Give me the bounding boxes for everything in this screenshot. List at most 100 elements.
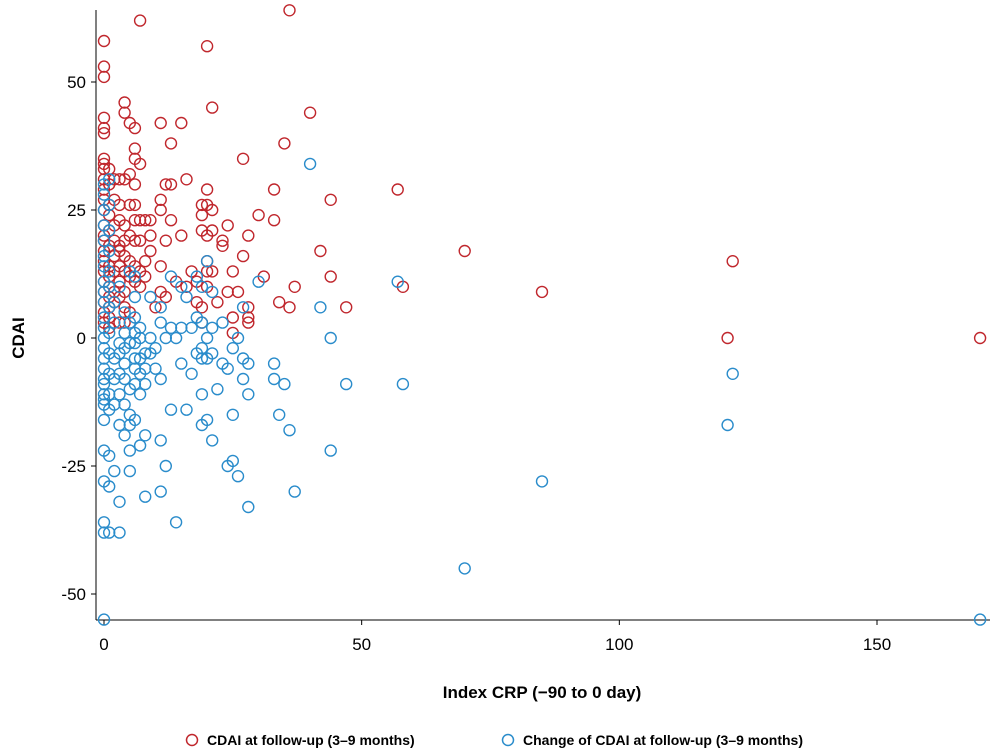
- data-point: [242, 301, 255, 314]
- data-point: [138, 429, 152, 442]
- data-point: [267, 372, 281, 386]
- data-point: [154, 301, 167, 314]
- data-point: [236, 249, 250, 263]
- data-point: [154, 316, 167, 329]
- data-point: [118, 398, 131, 411]
- data-point: [216, 239, 229, 253]
- data-point: [273, 408, 286, 421]
- data-point: [97, 34, 111, 48]
- data-point: [144, 229, 157, 242]
- data-point: [314, 301, 327, 314]
- data-point: [267, 357, 281, 370]
- x-tick-label: 100: [605, 635, 633, 654]
- data-point: [242, 500, 255, 514]
- data-point: [216, 316, 229, 329]
- data-point: [97, 388, 111, 401]
- data-point: [97, 526, 111, 539]
- data-point: [535, 475, 549, 488]
- data-point: [205, 101, 219, 114]
- data-point: [102, 224, 116, 237]
- data-point: [154, 434, 167, 447]
- data-point: [138, 255, 152, 268]
- data-point: [108, 464, 121, 478]
- data-point: [164, 270, 178, 283]
- data-point: [267, 213, 281, 227]
- data-point: [200, 331, 214, 345]
- data-point: [154, 485, 167, 498]
- data-point: [102, 198, 116, 212]
- data-point: [102, 244, 116, 258]
- data-point: [340, 377, 353, 391]
- data-points: [97, 4, 987, 626]
- data-point: [128, 352, 142, 365]
- legend-marker-cdai-followup: [185, 733, 199, 747]
- data-point: [108, 173, 121, 186]
- data-point: [205, 321, 219, 334]
- data-point: [535, 285, 549, 299]
- data-point: [288, 280, 301, 293]
- data-point: [123, 336, 137, 350]
- data-point: [324, 193, 337, 207]
- data-point: [154, 372, 167, 386]
- data-point: [113, 275, 126, 288]
- data-point: [185, 367, 198, 380]
- data-point: [144, 290, 157, 304]
- data-point: [195, 316, 209, 329]
- data-point: [180, 403, 193, 416]
- data-point: [102, 173, 116, 186]
- data-point: [164, 403, 178, 416]
- data-point: [283, 301, 296, 314]
- data-point: [97, 111, 111, 125]
- data-point: [458, 244, 471, 258]
- data-point: [195, 198, 209, 212]
- data-point: [133, 213, 147, 227]
- data-point: [133, 439, 147, 452]
- data-point: [205, 347, 219, 360]
- data-point: [97, 516, 111, 529]
- data-point: [97, 413, 111, 427]
- data-point: [303, 106, 317, 119]
- data-point: [221, 285, 234, 299]
- y-tick-label: 25: [67, 201, 86, 220]
- data-point: [324, 444, 337, 457]
- data-point: [154, 116, 167, 130]
- y-tick-label: -50: [61, 585, 86, 604]
- data-point: [216, 234, 229, 247]
- data-point: [97, 188, 111, 201]
- y-tick-label: -25: [61, 457, 86, 476]
- data-point: [267, 183, 281, 196]
- data-point: [159, 234, 173, 247]
- data-point: [175, 280, 188, 293]
- data-point: [108, 398, 121, 411]
- data-point: [205, 203, 219, 217]
- data-point: [205, 434, 219, 447]
- data-point: [205, 224, 219, 237]
- axes: -50 -25 0 25 50 0 50 100 150: [61, 10, 990, 654]
- data-point: [973, 331, 987, 345]
- data-point: [175, 229, 188, 242]
- data-point: [128, 311, 142, 324]
- data-point: [226, 408, 240, 421]
- data-point: [175, 116, 188, 130]
- y-axis-title: CDAI: [9, 317, 28, 359]
- data-point: [154, 203, 167, 217]
- data-point: [391, 275, 404, 288]
- series-cdai-change: [97, 157, 987, 626]
- data-point: [200, 413, 214, 427]
- data-point: [252, 275, 265, 288]
- data-point: [138, 377, 152, 391]
- data-point: [175, 321, 188, 334]
- data-point: [128, 198, 142, 212]
- data-point: [252, 208, 265, 222]
- data-point: [242, 316, 255, 329]
- x-tick-label: 0: [99, 635, 108, 654]
- data-point: [128, 121, 142, 135]
- data-point: [138, 490, 152, 503]
- data-point: [226, 265, 240, 278]
- data-point: [175, 357, 188, 370]
- data-point: [164, 213, 178, 227]
- data-point: [133, 157, 147, 171]
- data-point: [97, 377, 111, 391]
- data-point: [144, 331, 157, 345]
